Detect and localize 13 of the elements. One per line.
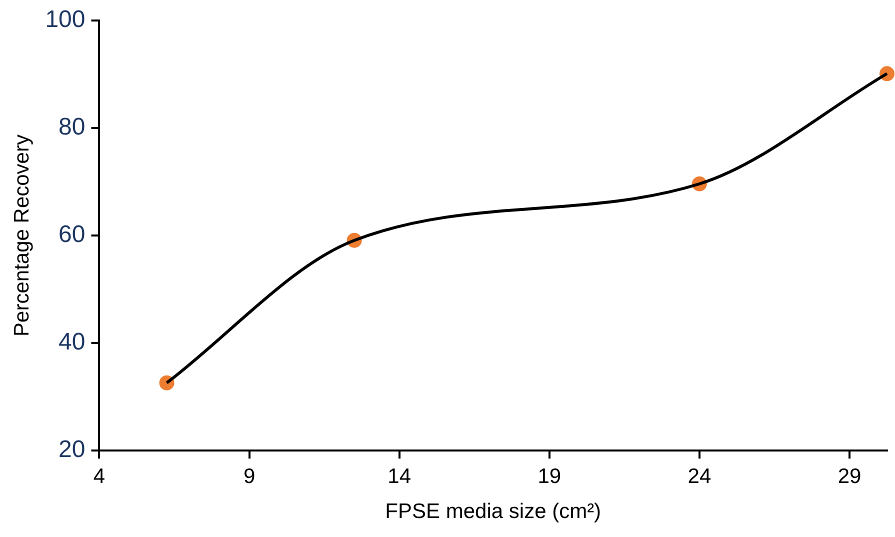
x-tick-label: 24 xyxy=(688,464,712,488)
y-tick-label: 100 xyxy=(45,6,86,34)
x-axis-title: FPSE media size (cm²) xyxy=(385,500,602,524)
y-axis-title: Percentage Recovery xyxy=(10,134,34,336)
x-tick-label: 9 xyxy=(243,464,256,488)
x-tick-label: 4 xyxy=(93,464,106,488)
y-tick-label: 20 xyxy=(58,436,86,464)
x-tick-label: 29 xyxy=(838,464,862,488)
y-tick-label: 60 xyxy=(58,221,86,248)
y-tick-label: 40 xyxy=(58,328,86,356)
x-tick-label: 19 xyxy=(538,464,562,488)
y-tick-label: 80 xyxy=(58,114,86,141)
x-tick-label: 14 xyxy=(388,464,412,488)
